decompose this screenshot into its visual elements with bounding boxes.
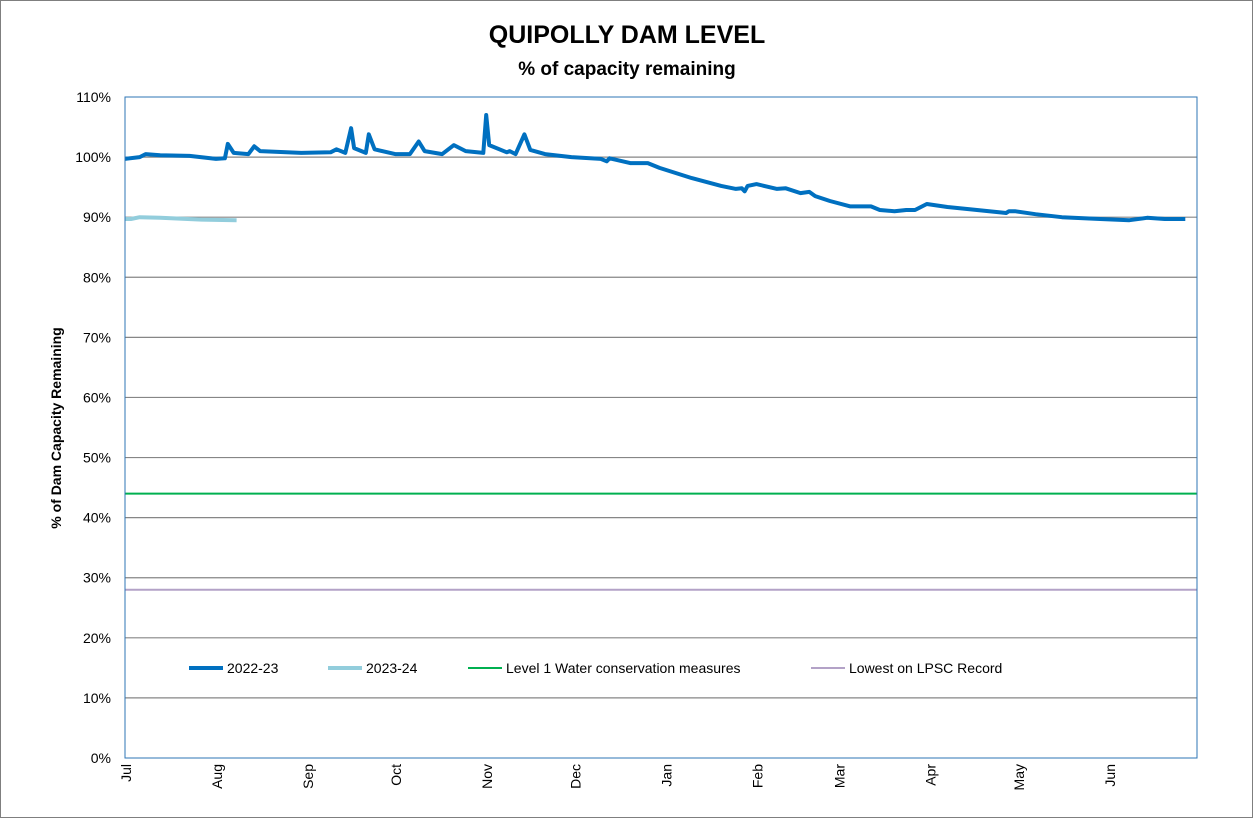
x-tick-label: Apr xyxy=(923,764,939,786)
y-tick-label: 50% xyxy=(83,450,111,466)
y-tick-label: 40% xyxy=(83,510,111,526)
x-tick-label: Sep xyxy=(300,764,316,789)
legend-label: Level 1 Water conservation measures xyxy=(506,660,740,676)
y-tick-label: 100% xyxy=(75,149,111,165)
x-tick-label: May xyxy=(1011,764,1027,790)
chart-title: QUIPOLLY DAM LEVEL xyxy=(489,21,765,49)
chart-subtitle: % of capacity remaining xyxy=(518,59,736,80)
y-axis-label: % of Dam Capacity Remaining xyxy=(48,327,64,529)
legend-label: Lowest on LPSC Record xyxy=(849,660,1002,676)
y-tick-label: 80% xyxy=(83,269,111,285)
y-tick-label: 90% xyxy=(83,209,111,225)
y-tick-label: 20% xyxy=(83,630,111,646)
y-tick-label: 110% xyxy=(76,89,111,105)
y-tick-label: 60% xyxy=(83,389,111,405)
y-tick-label: 10% xyxy=(83,690,111,706)
x-tick-label: Oct xyxy=(388,764,404,786)
x-tick-label: Jan xyxy=(658,764,674,787)
x-tick-label: Feb xyxy=(749,764,765,788)
y-tick-label: 30% xyxy=(83,570,111,586)
legend-label: 2022-23 xyxy=(227,660,279,676)
plot-area-border xyxy=(124,96,1198,759)
legend-label: 2023-24 xyxy=(366,660,418,676)
x-tick-label: Jun xyxy=(1102,764,1118,787)
x-tick-label: Dec xyxy=(567,764,583,789)
x-tick-label: Mar xyxy=(832,764,848,788)
x-tick-label: Nov xyxy=(479,764,495,789)
series-line-2023-24 xyxy=(125,215,237,223)
series-line-2022-23 xyxy=(124,113,1186,223)
x-tick-label: Jul xyxy=(118,764,134,782)
y-tick-label: 70% xyxy=(83,329,111,345)
x-tick-label: Aug xyxy=(209,764,225,789)
y-tick-label: 0% xyxy=(91,750,111,766)
